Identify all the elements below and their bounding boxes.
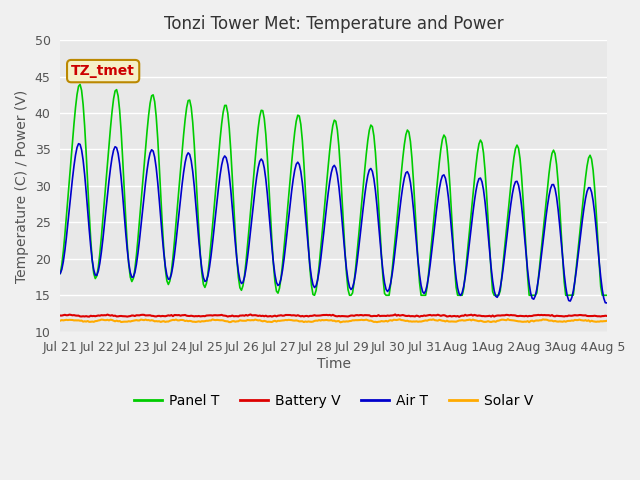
Legend: Panel T, Battery V, Air T, Solar V: Panel T, Battery V, Air T, Solar V bbox=[129, 388, 538, 413]
Panel T bbox=[248, 191, 256, 196]
Panel T bbox=[56, 271, 64, 276]
Solar V bbox=[603, 318, 611, 324]
Panel T bbox=[575, 234, 583, 240]
X-axis label: Time: Time bbox=[317, 357, 351, 371]
Solar V bbox=[337, 319, 344, 325]
Battery V bbox=[220, 312, 227, 318]
Panel T bbox=[310, 292, 318, 298]
Text: TZ_tmet: TZ_tmet bbox=[71, 64, 135, 78]
Solar V bbox=[124, 319, 131, 324]
Line: Battery V: Battery V bbox=[60, 314, 607, 317]
Battery V bbox=[237, 312, 245, 318]
Battery V bbox=[575, 312, 583, 318]
Air T bbox=[75, 141, 83, 146]
Air T bbox=[603, 300, 611, 306]
Solar V bbox=[504, 316, 512, 322]
Battery V bbox=[603, 313, 611, 319]
Air T bbox=[221, 153, 228, 159]
Battery V bbox=[56, 312, 64, 318]
Air T bbox=[125, 261, 132, 266]
Air T bbox=[239, 279, 247, 285]
Panel T bbox=[603, 292, 611, 298]
Solar V bbox=[56, 318, 64, 324]
Line: Solar V: Solar V bbox=[60, 319, 607, 322]
Battery V bbox=[247, 312, 255, 317]
Solar V bbox=[247, 317, 255, 323]
Panel T bbox=[125, 262, 132, 268]
Line: Panel T: Panel T bbox=[60, 84, 607, 295]
Battery V bbox=[392, 312, 399, 317]
Air T bbox=[574, 255, 582, 261]
Title: Tonzi Tower Met: Temperature and Power: Tonzi Tower Met: Temperature and Power bbox=[164, 15, 503, 33]
Battery V bbox=[124, 314, 131, 320]
Air T bbox=[56, 271, 64, 276]
Line: Air T: Air T bbox=[60, 144, 607, 303]
Solar V bbox=[575, 317, 583, 323]
Solar V bbox=[237, 318, 245, 324]
Panel T bbox=[297, 121, 305, 127]
Air T bbox=[297, 168, 305, 174]
Panel T bbox=[221, 103, 228, 108]
Air T bbox=[248, 213, 256, 219]
Y-axis label: Temperature (C) / Power (V): Temperature (C) / Power (V) bbox=[15, 89, 29, 283]
Panel T bbox=[239, 283, 247, 288]
Battery V bbox=[455, 314, 463, 320]
Solar V bbox=[296, 319, 303, 324]
Battery V bbox=[296, 313, 303, 319]
Solar V bbox=[220, 317, 227, 323]
Panel T bbox=[76, 82, 84, 87]
